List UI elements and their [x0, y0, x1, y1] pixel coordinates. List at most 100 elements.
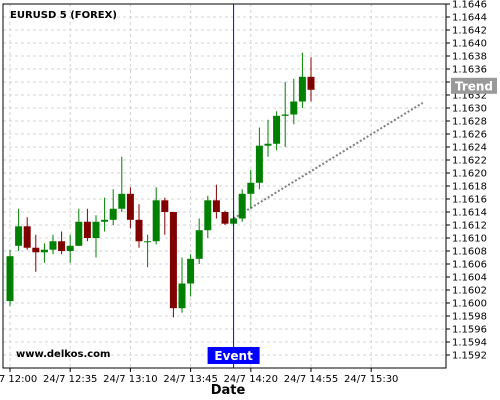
y-tick-label: 1.1608	[452, 247, 487, 258]
y-tick-label: 1.1620	[452, 169, 487, 180]
y-tick-label: 1.1644	[452, 13, 487, 24]
candle	[187, 254, 195, 297]
candle	[290, 78, 298, 125]
candle	[212, 184, 220, 219]
candle-body	[281, 114, 289, 116]
event-label-box	[207, 347, 260, 364]
candle-body	[195, 230, 203, 259]
candle-body	[178, 283, 186, 309]
candle	[178, 257, 186, 313]
y-tick-label: 1.1632	[452, 91, 487, 102]
x-axis-label: Date	[211, 383, 246, 398]
candle	[58, 231, 66, 255]
candle	[23, 217, 31, 250]
candle	[238, 189, 246, 222]
candle-body	[255, 145, 263, 183]
candle-body	[144, 241, 152, 243]
candle-body	[75, 221, 83, 246]
candle-body	[152, 200, 160, 242]
candle	[273, 111, 281, 151]
candle-body	[32, 247, 40, 253]
x-tick-label: 24/7 13:10	[103, 374, 157, 385]
y-tick-label: 1.1622	[452, 156, 487, 167]
candle	[255, 127, 263, 190]
event-group: Event	[207, 4, 260, 368]
candle-body	[307, 76, 315, 90]
plot-frame	[2, 3, 447, 369]
y-tick-label: 1.1624	[452, 143, 487, 154]
trend-label: Trend	[455, 79, 493, 93]
candle-body	[23, 226, 31, 248]
candle-body	[247, 182, 255, 194]
candle	[49, 234, 57, 255]
candle	[264, 119, 272, 157]
x-tick-label: 24/7 12:00	[0, 374, 37, 385]
candle-body	[101, 219, 109, 222]
candle-body	[66, 245, 74, 251]
y-tick-label: 1.1616	[452, 195, 487, 206]
candle-body	[169, 212, 177, 309]
candle-body	[49, 241, 57, 250]
candle	[83, 208, 91, 242]
y-tick-label: 1.1640	[452, 39, 487, 50]
candle-body	[290, 101, 298, 115]
candle-body	[118, 193, 126, 209]
candle	[32, 234, 40, 272]
candle	[6, 249, 14, 307]
candles	[6, 52, 315, 318]
candle	[75, 208, 83, 246]
y-tick-label: 1.1628	[452, 117, 487, 128]
candle-body	[83, 221, 91, 238]
candle-body	[161, 200, 169, 212]
candle	[135, 204, 143, 248]
candle	[298, 52, 306, 108]
candle	[169, 212, 177, 318]
y-tick-label: 1.1598	[452, 312, 487, 323]
y-tick-label: 1.1592	[452, 351, 487, 362]
x-tick-label: 24/7 14:55	[284, 374, 338, 385]
y-tick-label: 1.1638	[452, 52, 487, 63]
candle	[15, 208, 23, 251]
y-tick-label: 1.1646	[452, 0, 487, 11]
candle-body	[126, 193, 134, 220]
candle	[221, 210, 229, 225]
y-tick-label: 1.1602	[452, 286, 487, 297]
candle-body	[298, 76, 306, 102]
candle	[195, 218, 203, 264]
candle-body	[212, 200, 220, 212]
candle	[152, 187, 160, 245]
candle-body	[6, 256, 14, 302]
event-label: Event	[214, 349, 253, 363]
candle	[307, 57, 315, 102]
candle-body	[238, 193, 246, 219]
candle-body	[273, 115, 281, 144]
trend-line	[233, 101, 424, 220]
candle	[66, 234, 74, 263]
y-tick-label: 1.1594	[452, 338, 487, 349]
candle	[161, 197, 169, 235]
candle	[40, 243, 48, 263]
x-tick-label: 24/7 13:45	[163, 374, 217, 385]
candle	[281, 82, 289, 147]
candle-body	[58, 241, 66, 251]
watermark: www.delkos.com	[16, 349, 110, 360]
candle-body	[187, 258, 195, 284]
y-tick-label: 1.1612	[452, 221, 487, 232]
candle	[204, 195, 212, 238]
y-tick-label: 1.1604	[452, 273, 487, 284]
trend-label-box	[451, 77, 497, 94]
candle	[92, 215, 100, 258]
x-tick-label: 24/7 15:30	[344, 374, 398, 385]
y-tick-label: 1.1596	[452, 325, 487, 336]
x-tick-label: 24/7 14:20	[224, 374, 278, 385]
candle-body	[40, 249, 48, 253]
candle-body	[204, 200, 212, 231]
candle	[118, 156, 126, 212]
y-tick-label: 1.1600	[452, 299, 487, 310]
axes: 1.1592 1.1594 1.1596 1.1598 1.1600 1.1602 1.16…	[0, 0, 497, 385]
y-tick-label: 1.1610	[452, 234, 487, 245]
trend-line-group	[233, 101, 424, 220]
candle	[109, 189, 117, 225]
candle-body	[109, 208, 117, 220]
